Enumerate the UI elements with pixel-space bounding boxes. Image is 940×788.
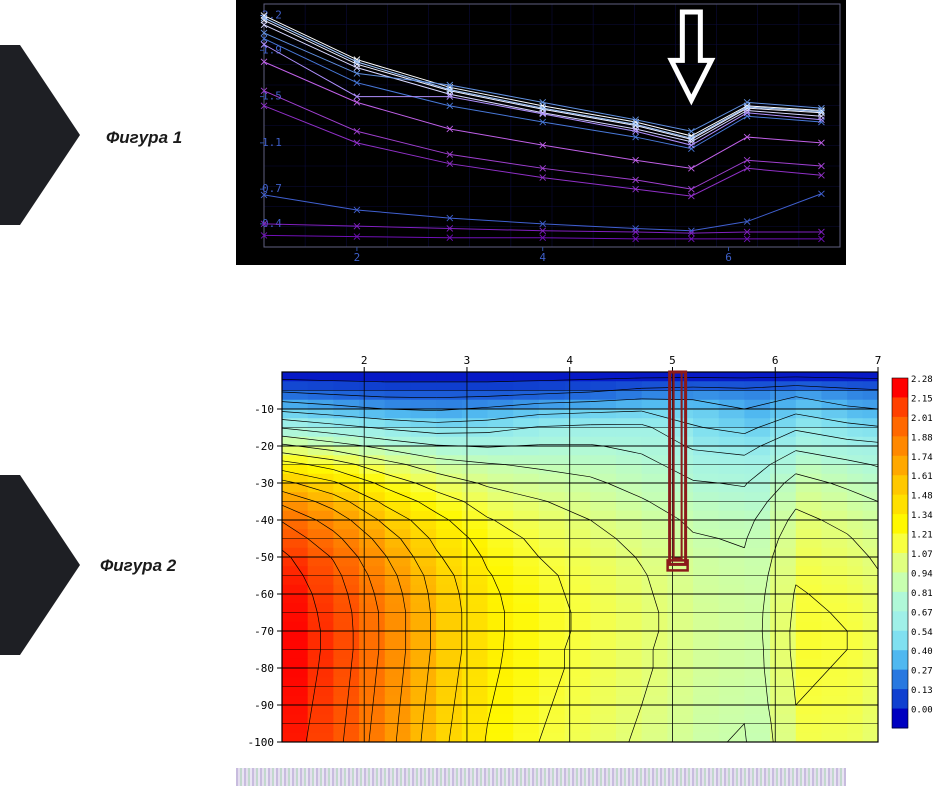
pentagon-shape (0, 475, 80, 655)
svg-text:5: 5 (669, 354, 676, 367)
svg-text:-50: -50 (254, 551, 274, 564)
svg-text:6: 6 (772, 354, 779, 367)
svg-text:1.21: 1.21 (911, 531, 933, 541)
svg-text:2.01: 2.01 (911, 414, 933, 424)
svg-text:-30: -30 (254, 477, 274, 490)
svg-text:-20: -20 (254, 440, 274, 453)
svg-text:2: 2 (361, 354, 368, 367)
svg-text:1.48: 1.48 (911, 492, 933, 502)
svg-text:0.13: 0.13 (911, 686, 933, 696)
svg-text:2.15: 2.15 (911, 394, 933, 404)
pentagon-shape (0, 45, 80, 225)
svg-text:-40: -40 (254, 514, 274, 527)
svg-text:0.54: 0.54 (911, 628, 933, 638)
svg-text:4: 4 (539, 251, 546, 264)
svg-text:1.1: 1.1 (262, 136, 282, 149)
svg-text:0.94: 0.94 (911, 569, 933, 579)
svg-text:7: 7 (875, 354, 882, 367)
line-chart-svg: 2460.40.71.11.51.92.2 (236, 0, 846, 265)
line-chart: 2460.40.71.11.51.92.2 (236, 0, 846, 265)
svg-text:3: 3 (464, 354, 471, 367)
svg-text:0.40: 0.40 (911, 647, 933, 657)
svg-text:0.27: 0.27 (911, 667, 933, 677)
svg-text:-10: -10 (254, 403, 274, 416)
svg-text:0.00: 0.00 (911, 706, 933, 716)
svg-text:-60: -60 (254, 588, 274, 601)
svg-text:2: 2 (354, 251, 361, 264)
svg-text:6: 6 (725, 251, 732, 264)
svg-text:2.28: 2.28 (911, 375, 933, 385)
svg-text:-80: -80 (254, 662, 274, 675)
noise-strip (236, 768, 846, 786)
svg-text:1.88: 1.88 (911, 433, 933, 443)
svg-text:-100: -100 (248, 736, 275, 749)
svg-text:1.07: 1.07 (911, 550, 933, 560)
svg-text:1.61: 1.61 (911, 472, 933, 482)
figure-2-label: Фигура 2 (100, 556, 176, 576)
svg-text:-70: -70 (254, 625, 274, 638)
contour-heatmap: 2 3 4 5 6 7 -10 -20 -30 -40 -50 -60 -70 -80 -90 -100 2.2… (236, 350, 936, 750)
figure-1-label: Фигура 1 (106, 128, 182, 148)
svg-text:1.34: 1.34 (911, 511, 933, 521)
svg-text:0.7: 0.7 (262, 182, 282, 195)
svg-text:4: 4 (566, 354, 573, 367)
pentagon-marker-1 (0, 45, 80, 225)
svg-text:-90: -90 (254, 699, 274, 712)
pentagon-marker-2 (0, 475, 80, 655)
svg-text:1.74: 1.74 (911, 453, 933, 463)
svg-text:0.81: 0.81 (911, 589, 933, 599)
svg-text:0.67: 0.67 (911, 608, 933, 618)
contour-heatmap-svg: 2 3 4 5 6 7 -10 -20 -30 -40 -50 -60 -70 -80 -90 -100 2.2… (236, 350, 936, 750)
